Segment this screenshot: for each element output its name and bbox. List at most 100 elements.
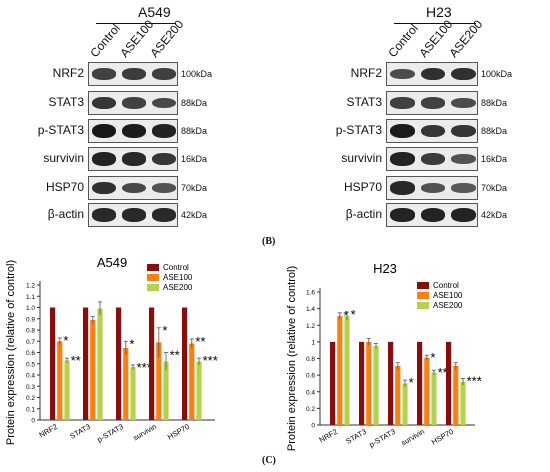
blot-mw-label: 42kDa	[481, 210, 508, 220]
blot-band	[420, 182, 446, 194]
blot-protein-label: survivin	[341, 151, 382, 165]
bar	[50, 307, 56, 420]
bar	[359, 341, 365, 425]
blot-mw-label: 88kDa	[181, 98, 208, 108]
blot-band	[390, 123, 415, 139]
legend-swatch	[417, 292, 429, 299]
blot-column-label: Control	[87, 21, 123, 60]
blot-band	[152, 208, 176, 222]
blot-mw-label: 70kDa	[481, 183, 508, 193]
blot-strip	[386, 176, 478, 200]
blot-title-a549: A549	[138, 4, 171, 20]
y-tick-label: 0.2	[26, 395, 35, 402]
significance-marker: *	[63, 333, 68, 348]
panel-label-b: (B)	[262, 236, 276, 247]
x-tick-label: NRF2	[318, 427, 339, 445]
legend-swatch	[147, 264, 159, 271]
h23-bar-chart: H23 Protein expression (relative of contr…	[286, 261, 482, 451]
bar	[373, 346, 379, 425]
significance-marker: *	[343, 308, 348, 323]
bar	[453, 365, 459, 425]
blot-strip	[88, 91, 178, 115]
blot-band	[152, 68, 176, 80]
bar	[57, 341, 63, 420]
blot-protein-label: HSP70	[45, 180, 84, 194]
blot-band	[122, 152, 146, 166]
blot-mw-label: 88kDa	[181, 126, 208, 136]
significance-marker: ***	[203, 353, 218, 368]
blot-band	[390, 97, 415, 109]
blot-band	[390, 152, 415, 166]
y-tick-label: 0.4	[26, 373, 35, 380]
blot-band	[92, 208, 116, 222]
blot-strip	[88, 176, 178, 200]
bar	[163, 361, 169, 420]
blot-protein-label: NRF2	[52, 66, 84, 80]
y-tick-label: 1.2	[26, 283, 35, 290]
blot-band	[451, 124, 476, 138]
blot-mw-label: 100kDa	[481, 69, 513, 79]
x-tick-label: survivin	[131, 422, 158, 443]
blot-title-h23: H23	[426, 4, 452, 20]
bar	[83, 307, 89, 420]
bar	[116, 307, 122, 420]
legend-swatch	[417, 302, 429, 309]
blot-band	[390, 208, 415, 222]
y-tick-label: 0.8	[306, 356, 315, 363]
blot-band	[92, 96, 116, 110]
x-tick-label: NRF2	[38, 422, 59, 440]
y-tick-label: 0.8	[26, 328, 35, 335]
blot-band	[122, 123, 146, 139]
blot-title-underline	[394, 23, 476, 24]
bar	[460, 381, 466, 425]
blot-band	[122, 97, 146, 109]
legend-swatch	[417, 282, 429, 289]
blot-band	[451, 208, 476, 222]
panel-label-c: (C)	[262, 455, 276, 466]
bar	[97, 308, 103, 420]
x-tick-label: survivin	[399, 427, 426, 448]
blot-band	[122, 208, 146, 222]
blot-band	[420, 124, 446, 138]
legend-label: Control	[433, 281, 459, 290]
legend-label: ASE100	[433, 291, 463, 300]
x-tick-label: HSP70	[166, 422, 191, 442]
y-tick-label: 1.2	[306, 323, 315, 330]
blot-protein-label: β-actin	[345, 207, 382, 221]
blot-strip	[386, 62, 478, 86]
blot-band	[451, 153, 476, 165]
significance-marker: **	[438, 365, 448, 380]
bar	[424, 357, 430, 425]
x-tick-label: STAT3	[344, 427, 368, 446]
blot-protein-label: p-STAT3	[37, 123, 84, 137]
blot-band	[152, 124, 176, 138]
blot-mw-label: 16kDa	[181, 154, 208, 164]
blot-mw-label: 88kDa	[481, 98, 508, 108]
blot-band	[152, 97, 176, 109]
blot-mw-label: 16kDa	[481, 154, 508, 164]
blot-band	[92, 181, 116, 195]
legend-label: Control	[163, 263, 189, 272]
significance-marker: ***	[137, 360, 152, 375]
bar	[446, 341, 452, 425]
bar	[189, 343, 195, 420]
blot-band	[420, 97, 446, 109]
blot-column-label: Control	[385, 21, 421, 60]
blot-strip	[386, 119, 478, 143]
bar	[366, 341, 372, 425]
blot-protein-label: STAT3	[48, 95, 84, 109]
blot-mw-label: 88kDa	[481, 126, 508, 136]
y-tick-label: 0.1	[26, 406, 35, 413]
significance-marker: *	[430, 350, 435, 365]
blot-band	[451, 183, 476, 193]
y-tick-label: 0.9	[26, 316, 35, 323]
bar	[330, 341, 336, 425]
chart-title: H23	[373, 261, 397, 276]
significance-marker: *	[129, 336, 134, 351]
blot-strip	[88, 62, 178, 86]
significance-marker: *	[162, 323, 167, 338]
legend-swatch	[147, 284, 159, 291]
legend-label: ASE100	[163, 273, 193, 282]
significance-marker: ***	[467, 373, 482, 388]
significance-marker: *	[409, 375, 414, 390]
